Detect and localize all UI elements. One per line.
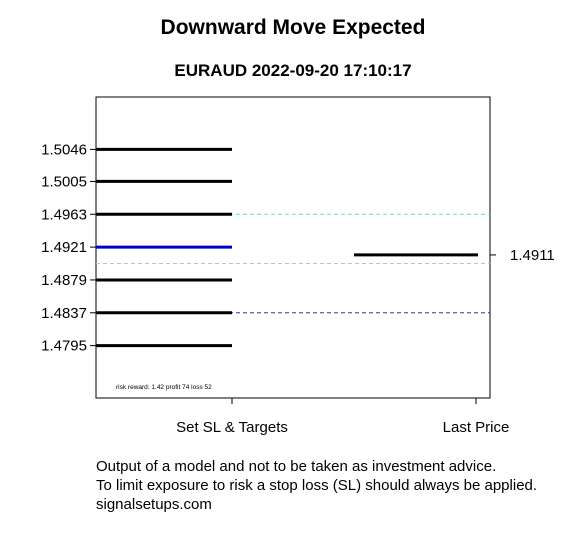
chart-title: Downward Move Expected bbox=[161, 16, 426, 39]
chart-marks: 1.5046 1.5005 1.4963 1.4921 1.4879 1.4837 1.47… bbox=[41, 141, 555, 436]
y-tick-label-6: 1.4795 bbox=[41, 338, 87, 355]
last-price-label: 1.4911 bbox=[510, 247, 555, 264]
disclaimer-line-2: To limit exposure to risk a stop loss (S… bbox=[96, 477, 538, 494]
y-tick-label-5: 1.4837 bbox=[41, 305, 87, 322]
disclaimer-site: signalsetups.com bbox=[96, 496, 212, 513]
x-tick-label-0: Set SL & Targets bbox=[176, 419, 288, 436]
y-tick-label-1: 1.5005 bbox=[41, 173, 87, 190]
y-tick-label-0: 1.5046 bbox=[41, 141, 87, 158]
chart-subtitle: EURAUD 2022-09-20 17:10:17 bbox=[174, 61, 411, 80]
y-tick-label-3: 1.4921 bbox=[41, 239, 87, 256]
disclaimer-line-1: Output of a model and not to be taken as… bbox=[96, 458, 497, 475]
risk-reward-note: risk reward: 1.42 profit 74 loss 52 bbox=[116, 384, 212, 391]
x-tick-label-1: Last Price bbox=[443, 419, 510, 436]
y-tick-label-2: 1.4963 bbox=[41, 206, 87, 223]
disclaimer: Output of a model and not to be taken as… bbox=[96, 457, 537, 514]
y-tick-label-4: 1.4879 bbox=[41, 272, 87, 289]
